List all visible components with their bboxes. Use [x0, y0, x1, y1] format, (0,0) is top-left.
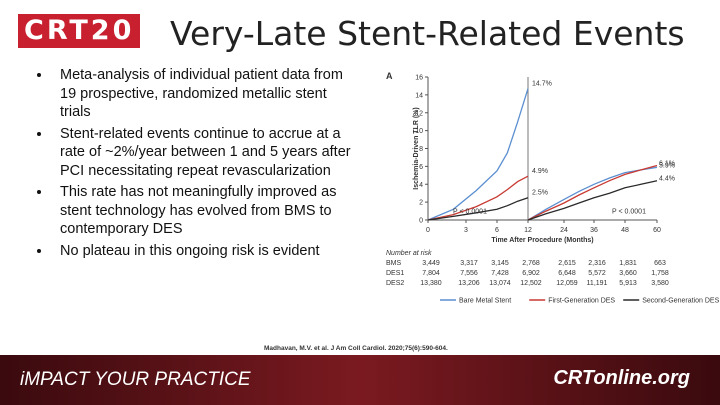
annotation: P < 0.0001 [453, 208, 487, 215]
y-tick-label: 8 [419, 146, 423, 153]
risk-label: DES2 [386, 280, 404, 287]
annotation: 5.9% [659, 162, 675, 169]
annotation: 14.7% [532, 81, 552, 88]
series-line [427, 164, 658, 221]
series-line [427, 88, 658, 221]
x-tick-label: 36 [590, 227, 598, 234]
risk-value: 3,449 [422, 260, 440, 267]
x-tick-label: 60 [653, 227, 661, 234]
risk-value: 5,572 [588, 270, 606, 277]
risk-value: 1,831 [619, 260, 637, 267]
x-tick-label: 12 [524, 227, 532, 234]
risk-label: BMS [386, 260, 402, 267]
logo: CRT20 [18, 14, 141, 48]
x-tick-label: 6 [495, 227, 499, 234]
annotation: P < 0.0001 [612, 208, 646, 215]
x-tick-label: 0 [426, 227, 430, 234]
risk-value: 7,428 [491, 270, 509, 277]
x-axis-label: Time After Procedure (Months) [491, 237, 593, 244]
risk-value: 12,059 [556, 280, 578, 287]
y-tick-label: 2 [419, 200, 423, 207]
risk-value: 1,758 [651, 270, 669, 277]
risk-value: 13,206 [458, 280, 480, 287]
y-axis-label: Ischemia-Driven TLR (%) [413, 107, 420, 189]
risk-value: 2,615 [558, 260, 576, 267]
legend-label: Bare Metal Stent [459, 298, 511, 305]
bullet: Stent-related events continue to accrue … [52, 125, 352, 181]
citation: Madhavan, M.V. et al. J Am Coll Cardiol.… [264, 345, 448, 352]
risk-value: 2,316 [588, 260, 606, 267]
risk-value: 12,502 [520, 280, 542, 287]
y-tick-label: 12 [415, 110, 423, 117]
risk-value: 3,580 [651, 280, 669, 287]
risk-value: 3,317 [460, 260, 478, 267]
risk-value: 2,768 [522, 260, 540, 267]
annotation: 4.4% [659, 176, 675, 183]
y-tick-label: 10 [415, 128, 423, 135]
bullet-list: Meta-analysis of individual patient data… [22, 66, 352, 263]
risk-value: 13,074 [489, 280, 511, 287]
risk-value: 7,556 [460, 270, 478, 277]
y-tick-label: 0 [419, 218, 423, 225]
annotation: 6.1% [659, 160, 675, 167]
risk-value: 7,804 [422, 270, 440, 277]
risk-value: 13,380 [420, 280, 442, 287]
risk-value: 3,145 [491, 260, 509, 267]
legend-label: First-Generation DES [548, 298, 615, 305]
tagline: iMPACT YOUR PRACTICE [20, 369, 251, 390]
panel-label: A [386, 71, 393, 81]
risk-value: 6,902 [522, 270, 540, 277]
x-tick-label: 48 [621, 227, 629, 234]
risk-value: 6,648 [558, 270, 576, 277]
y-tick-label: 16 [415, 75, 423, 82]
series-line [427, 180, 658, 221]
legend-label: Second-Generation DES [642, 298, 719, 305]
risk-value: 11,191 [587, 280, 608, 287]
bullet: Meta-analysis of individual patient data… [52, 66, 352, 122]
site-logo: CRTonline.org [553, 367, 690, 389]
slide-title: Very-Late Stent-Related Events [170, 14, 685, 53]
risk-value: 5,913 [619, 280, 637, 287]
y-tick-label: 6 [419, 164, 423, 171]
risk-label: DES1 [386, 270, 404, 277]
x-tick-label: 3 [464, 227, 468, 234]
risk-title: Number at risk [386, 250, 432, 257]
risk-value: 663 [654, 260, 666, 267]
annotation: 4.9% [532, 168, 548, 175]
risk-value: 3,660 [619, 270, 637, 277]
bullet: This rate has not meaningfully improved … [52, 183, 352, 239]
annotation: 2.5% [532, 190, 548, 197]
bullet: No plateau in this ongoing risk is evide… [52, 242, 352, 261]
y-tick-label: 4 [419, 182, 423, 189]
x-tick-label: 24 [560, 227, 568, 234]
y-tick-label: 14 [415, 92, 423, 99]
footer: iMPACT YOUR PRACTICE CRTonline.org [0, 355, 720, 405]
